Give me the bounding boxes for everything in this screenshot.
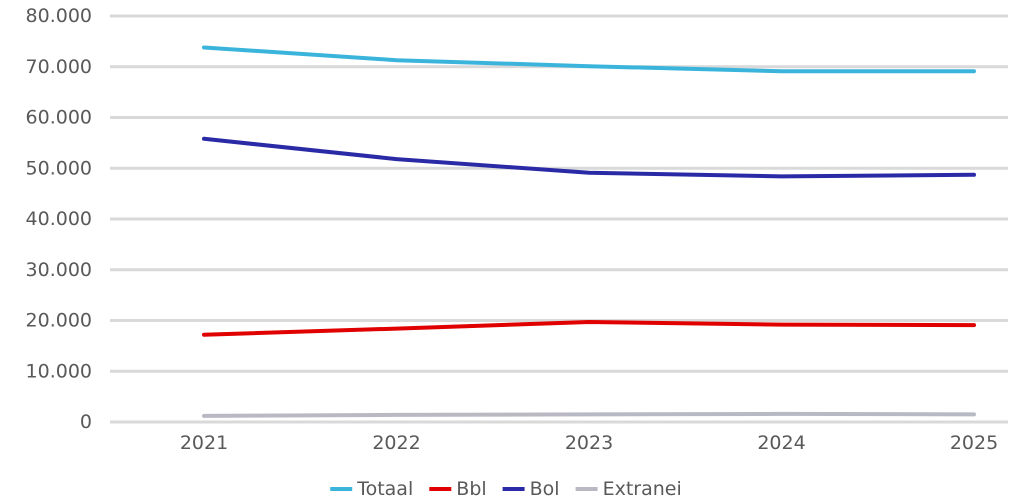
series-lines xyxy=(202,45,976,418)
legend-label: Bbl xyxy=(456,478,486,500)
legend-item-extranei: Extranei xyxy=(575,478,682,500)
y-tick-label: 50.000 xyxy=(26,157,92,179)
x-tick-label: 2023 xyxy=(565,432,613,454)
y-tick-label: 0 xyxy=(80,411,92,433)
x-tick-label: 2022 xyxy=(372,432,420,454)
legend-label: Totaal xyxy=(356,478,413,500)
x-tick-label: 2021 xyxy=(180,432,228,454)
y-tick-label: 60.000 xyxy=(26,107,92,129)
y-tick-label: 70.000 xyxy=(26,56,92,78)
series-line-bol xyxy=(202,136,976,179)
y-tick-label: 80.000 xyxy=(26,5,92,27)
y-axis-tick-labels: 0 10.000 20.000 30.000 40.000 50.000 60.000 70.… xyxy=(26,5,92,433)
series-line-bbl xyxy=(202,320,976,337)
legend-label: Extranei xyxy=(603,478,682,500)
series-line-extranei xyxy=(202,411,976,418)
gridlines xyxy=(110,14,1008,424)
legend: Totaal Bbl Bol Extranei xyxy=(330,478,682,500)
x-axis-tick-labels: 2021 2022 2023 2024 2025 xyxy=(180,432,998,454)
legend-item-bol: Bol xyxy=(502,478,560,500)
x-tick-label: 2024 xyxy=(757,432,805,454)
legend-label: Bol xyxy=(530,478,560,500)
y-tick-label: 10.000 xyxy=(26,360,92,382)
legend-item-bbl: Bbl xyxy=(429,478,487,500)
y-tick-label: 20.000 xyxy=(26,310,92,332)
series-line-totaal xyxy=(202,45,976,74)
y-tick-label: 40.000 xyxy=(26,208,92,230)
y-tick-label: 30.000 xyxy=(26,259,92,281)
legend-item-totaal: Totaal xyxy=(330,478,413,500)
x-tick-label: 2025 xyxy=(950,432,998,454)
